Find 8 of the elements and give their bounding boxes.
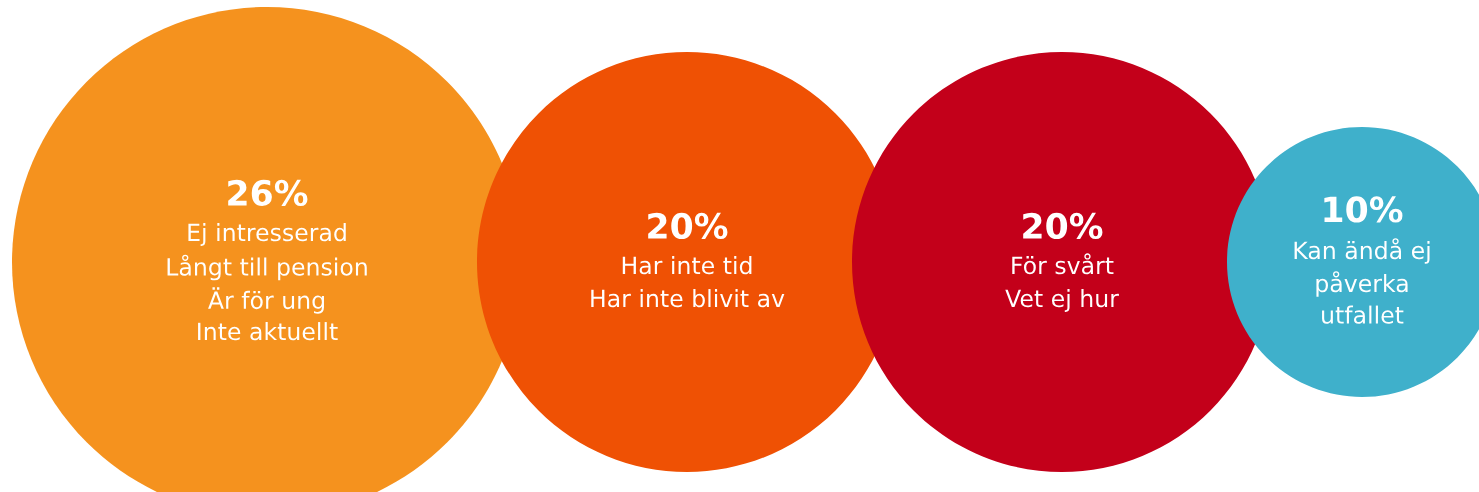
category-label: För svårt Vet ej hur — [1005, 253, 1119, 312]
category-label: Ej intresserad Långt till pension Är för ung Inte aktuellt — [167, 223, 367, 341]
data-label: 20% — [1023, 212, 1103, 240]
data-label: 10% — [1324, 196, 1403, 223]
category-label: Har inte tid Har inte blivit av — [591, 256, 785, 308]
data-label: 20% — [648, 212, 728, 240]
category-label: Kan ändå ej påverka utfallet — [1294, 238, 1430, 324]
data-label: 26% — [228, 179, 308, 207]
